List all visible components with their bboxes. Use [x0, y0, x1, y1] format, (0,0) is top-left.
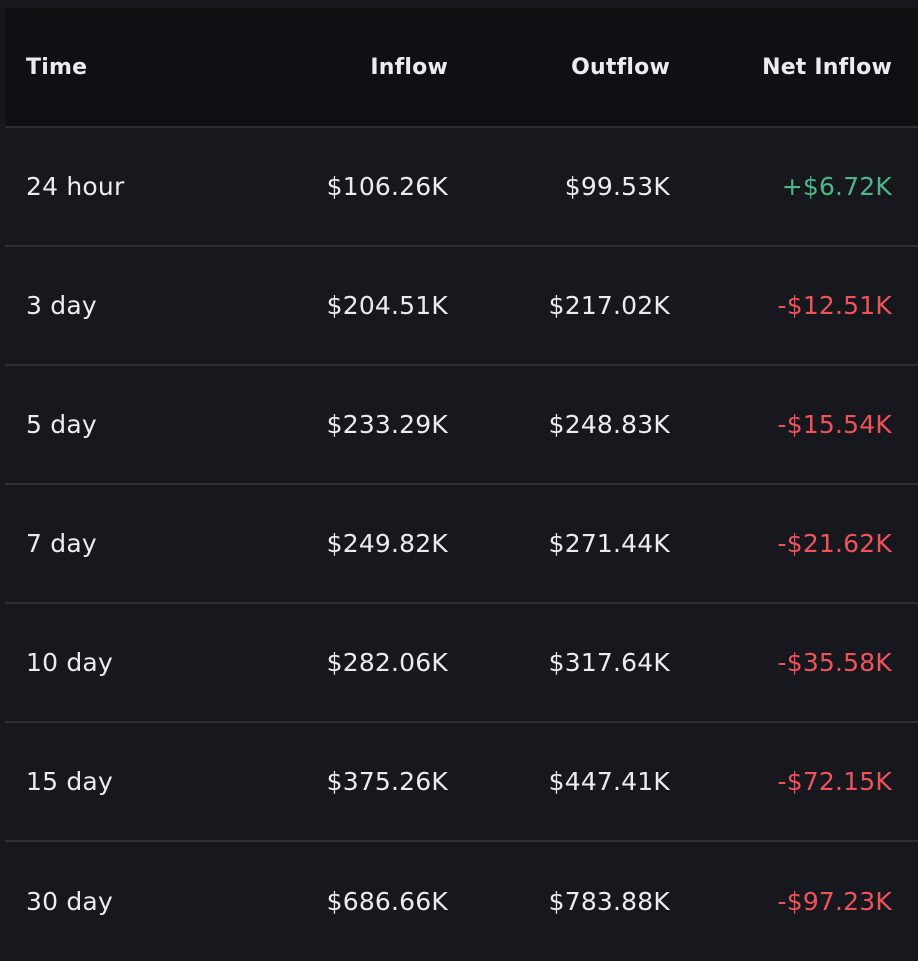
net-inflow-cell: -$15.54K [777, 410, 892, 439]
inflow-cell: $204.51K [326, 291, 448, 320]
outflow-cell: $248.83K [548, 410, 670, 439]
time-cell: 3 day [26, 291, 97, 320]
net-inflow-cell: -$35.58K [777, 648, 892, 677]
column-header-time[interactable]: Time [26, 54, 88, 80]
inflow-cell: $282.06K [326, 648, 448, 677]
outflow-cell: $271.44K [548, 529, 670, 558]
inflow-cell: $233.29K [326, 410, 448, 439]
outflow-cell: $317.64K [548, 648, 670, 677]
inflow-cell: $375.26K [326, 767, 448, 796]
time-cell: 30 day [26, 887, 113, 916]
table-row: 15 day $375.26K $447.41K -$72.15K [5, 723, 918, 842]
table-row: 3 day $204.51K $217.02K -$12.51K [5, 247, 918, 366]
time-cell: 15 day [26, 767, 113, 796]
time-cell: 10 day [26, 648, 113, 677]
column-header-inflow[interactable]: Inflow [370, 54, 448, 80]
table-row: 30 day $686.66K $783.88K -$97.23K [5, 842, 918, 961]
table-header: Time Inflow Outflow Net Inflow [5, 8, 918, 128]
outflow-cell: $783.88K [548, 887, 670, 916]
time-cell: 7 day [26, 529, 97, 558]
fund-flow-table: Time Inflow Outflow Net Inflow 24 hour $… [5, 8, 918, 961]
table-row: 10 day $282.06K $317.64K -$35.58K [5, 604, 918, 723]
outflow-cell: $447.41K [548, 767, 670, 796]
outflow-cell: $217.02K [548, 291, 670, 320]
table-row: 24 hour $106.26K $99.53K +$6.72K [5, 128, 918, 247]
inflow-cell: $686.66K [326, 887, 448, 916]
net-inflow-cell: +$6.72K [781, 172, 892, 201]
time-cell: 24 hour [26, 172, 125, 201]
net-inflow-cell: -$12.51K [777, 291, 892, 320]
net-inflow-cell: -$72.15K [777, 767, 892, 796]
inflow-cell: $106.26K [326, 172, 448, 201]
net-inflow-cell: -$21.62K [777, 529, 892, 558]
outflow-cell: $99.53K [564, 172, 670, 201]
table-row: 5 day $233.29K $248.83K -$15.54K [5, 366, 918, 485]
column-header-net-inflow[interactable]: Net Inflow [762, 54, 892, 80]
table-row: 7 day $249.82K $271.44K -$21.62K [5, 485, 918, 604]
inflow-cell: $249.82K [326, 529, 448, 558]
time-cell: 5 day [26, 410, 97, 439]
net-inflow-cell: -$97.23K [777, 887, 892, 916]
column-header-outflow[interactable]: Outflow [571, 54, 670, 80]
